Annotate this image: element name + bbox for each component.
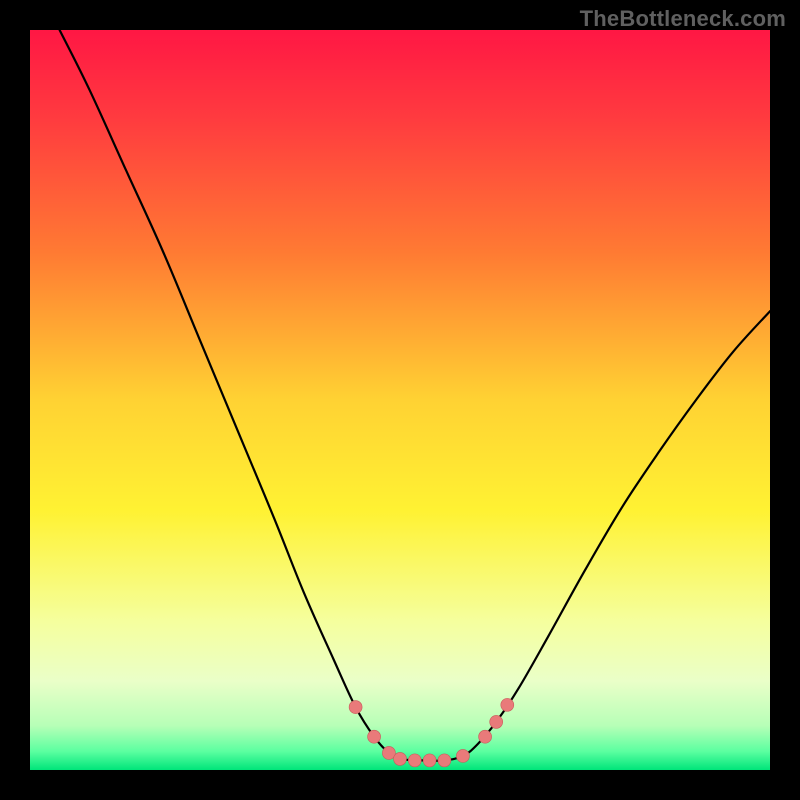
curve-marker <box>349 701 362 714</box>
watermark-text: TheBottleneck.com <box>580 6 786 32</box>
curve-marker <box>423 754 436 767</box>
curve-marker <box>394 752 407 765</box>
outer-frame: TheBottleneck.com <box>0 0 800 800</box>
curve-marker <box>438 754 451 767</box>
curve-marker <box>501 698 514 711</box>
plot-svg <box>30 30 770 770</box>
plot-area <box>30 30 770 770</box>
curve-marker <box>456 749 469 762</box>
curve-marker <box>408 754 421 767</box>
gradient-backdrop <box>30 30 770 770</box>
curve-marker <box>479 730 492 743</box>
curve-marker <box>368 730 381 743</box>
curve-marker <box>490 715 503 728</box>
